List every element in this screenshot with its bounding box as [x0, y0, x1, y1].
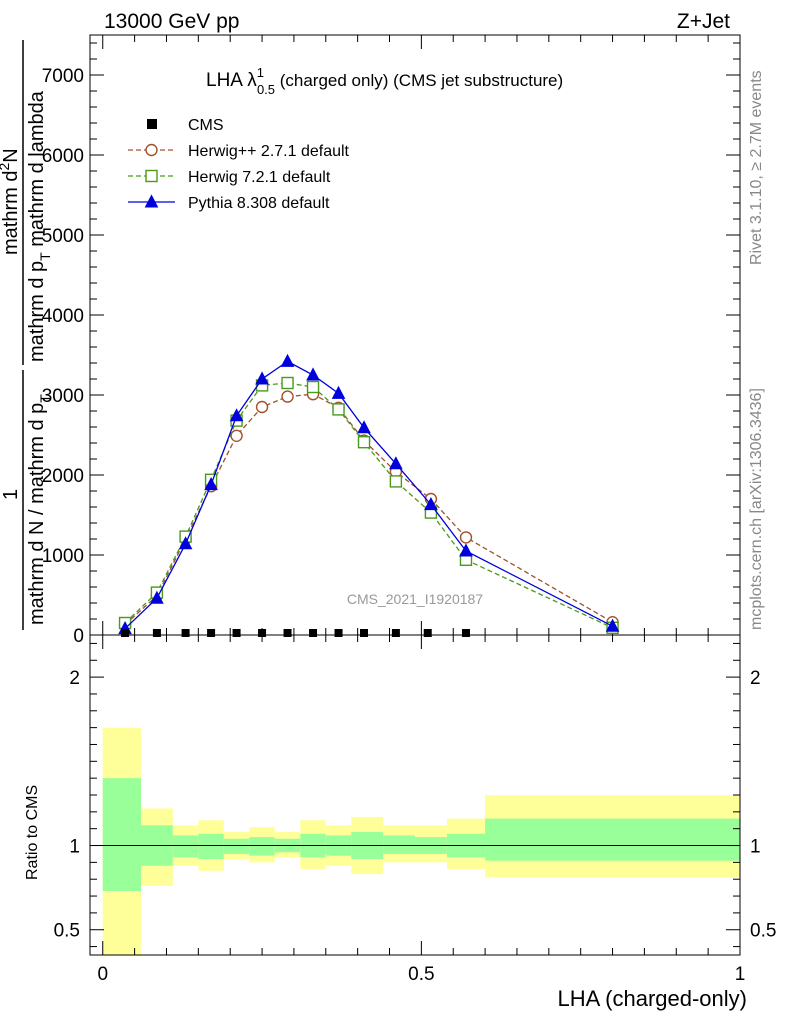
legend: CMS Herwig++ 2.7.1 default Herwig 7.2.1 de… — [128, 117, 350, 212]
y-tick-label: 6000 — [42, 146, 84, 167]
series-point — [230, 429, 243, 442]
ylabel-one: 1 — [0, 489, 22, 500]
main-plot-frame: 0 1000 2000 3000 4000 5000 6000 7000 — [42, 34, 741, 647]
x-tick-label: 0 — [97, 964, 108, 985]
ylabel-denominator: mathrm d pT mathrm d lambda — [26, 90, 53, 362]
series-point — [255, 371, 269, 385]
ratio-ylabel: Ratio to CMS — [24, 785, 41, 880]
cms-point — [391, 629, 400, 637]
upper-ylabel: 1 mathrm d N / mathrm d pT mathrm d2N ma… — [0, 40, 53, 630]
series-point — [229, 408, 244, 422]
cms-point — [283, 629, 292, 637]
legend-label: Herwig 7.2.1 default — [188, 169, 331, 186]
ratio-band-green — [198, 833, 224, 859]
y-tick-label: 0 — [73, 626, 84, 647]
series-point — [178, 536, 193, 550]
ratio-bands — [102, 727, 740, 955]
series-point — [424, 497, 438, 511]
cms-point — [334, 629, 343, 637]
ratio-y-tick-label: 2 — [69, 668, 80, 689]
series-point — [357, 436, 371, 449]
cms-point — [423, 629, 432, 637]
ylabel-left-line: mathrm d N / mathrm d pT — [26, 394, 53, 625]
series-point — [255, 400, 269, 414]
header-right: Z+Jet — [677, 10, 730, 33]
cms-point — [207, 629, 216, 637]
series-point — [281, 390, 294, 403]
series-point — [389, 475, 403, 488]
header-left: 13000 GeV pp — [104, 10, 239, 33]
y-tick-label: 3000 — [42, 386, 84, 407]
rivet-label: Rivet 3.1.10, ≥ 2.7M events — [748, 70, 765, 265]
ratio-band-green — [102, 778, 141, 891]
ratio-y-tick-label: 1 — [69, 837, 80, 858]
series-point — [306, 380, 320, 394]
cms-point — [258, 629, 267, 637]
x-tick-label: 1 — [735, 964, 746, 985]
plot-title: LHA λ1 0.5 (charged only) (CMS jet substr… — [206, 65, 563, 97]
cms-point — [461, 629, 470, 637]
ratio-band-green — [383, 835, 415, 854]
ratio-y-tick-label-right: 1 — [750, 837, 761, 858]
xlabel: LHA (charged-only) — [557, 986, 747, 1011]
series-line — [124, 360, 613, 630]
series-point — [605, 618, 620, 632]
ratio-band-green — [172, 835, 199, 858]
legend-cms-marker — [147, 119, 157, 129]
ratio-y-tick-label: 0.5 — [54, 921, 80, 942]
cms-point — [181, 629, 190, 637]
x-tick-label: 0.5 — [408, 964, 434, 985]
ratio-plot-frame: 0 0.5 1 0.5 0.5 1 1 2 2 — [54, 35, 776, 985]
ratio-band-green — [223, 838, 250, 854]
ratio-band-green — [249, 837, 275, 856]
ratio-y-tick-label-right: 2 — [750, 668, 761, 689]
y-tick-label: 4000 — [42, 306, 84, 327]
series-point — [459, 531, 473, 544]
series-point — [331, 385, 346, 399]
legend-cms-label: CMS — [188, 117, 224, 134]
analysis-watermark: CMS_2021_I1920187 — [347, 591, 483, 607]
cms-point — [309, 629, 318, 637]
ratio-y-tick-label-right: 0.5 — [750, 921, 776, 942]
legend-marker — [145, 143, 158, 157]
legend-marker — [145, 169, 158, 183]
legend-label: Pythia 8.308 default — [188, 195, 330, 212]
series-point — [204, 477, 218, 491]
series-point — [459, 543, 473, 557]
y-tick-label: 5000 — [42, 226, 84, 247]
series-point — [389, 456, 403, 470]
series-line — [124, 393, 613, 626]
y-tick-label: 2000 — [42, 466, 84, 487]
ylabel-numerator: mathrm d2N — [0, 148, 22, 255]
legend-label: Herwig++ 2.7.1 default — [188, 143, 350, 160]
mcplots-label: mcplots.cern.ch [arXiv:1306.3436] — [748, 388, 765, 630]
series-point — [332, 403, 345, 416]
cms-point — [360, 629, 369, 637]
series-point — [357, 420, 371, 434]
ratio-band-green — [485, 818, 740, 861]
legend-marker — [144, 194, 159, 208]
y-tick-label: 7000 — [42, 66, 84, 87]
series-point — [281, 376, 294, 390]
series-triangle — [118, 353, 620, 635]
series-point — [306, 367, 320, 381]
cms-point — [152, 629, 161, 637]
cms-point — [121, 629, 130, 637]
cms-data-points — [121, 629, 470, 637]
y-tick-label: 1000 — [42, 546, 84, 567]
series-point — [280, 353, 295, 367]
series-layer — [118, 353, 620, 635]
cms-point — [232, 629, 241, 637]
series-point — [150, 590, 164, 604]
series-line — [124, 382, 613, 629]
